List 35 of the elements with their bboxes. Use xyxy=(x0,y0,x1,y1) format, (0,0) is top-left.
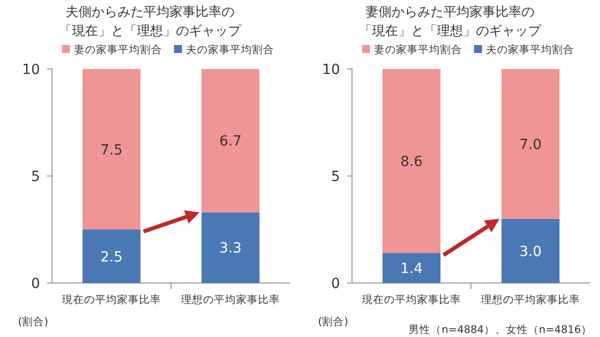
bar xyxy=(382,69,440,254)
chart-title: 夫側からみた平均家事比率の「現在」と「理想」のギャップ xyxy=(59,4,242,39)
y-tick-label: 0 xyxy=(331,276,340,292)
data-label: 8.6 xyxy=(400,154,423,170)
data-label: 6.7 xyxy=(219,134,242,150)
text: 男性（n=4884）、女性（n=4816） xyxy=(408,324,592,336)
bar xyxy=(382,253,440,283)
y-tick-label: 5 xyxy=(331,169,340,185)
data-label: 3.0 xyxy=(519,244,542,260)
bar xyxy=(202,212,260,283)
data-label: 2.5 xyxy=(100,249,123,266)
x-tick-label: 現在の平均家事比率 xyxy=(362,293,461,306)
y-tick-label: 10 xyxy=(322,62,340,78)
data-label: 1.4 xyxy=(400,261,423,278)
bar xyxy=(82,69,140,230)
bar xyxy=(202,69,260,212)
legend-label: 夫の家事平均割合 xyxy=(486,43,574,56)
bar xyxy=(502,218,560,283)
x-tick-label: 理想の平均家事比率 xyxy=(481,293,580,306)
x-tick-label: 理想の平均家事比率 xyxy=(181,293,280,306)
x-tick-label: 現在の平均家事比率 xyxy=(62,293,161,306)
chart-title: 妻側からみた平均家事比率の「現在」と「理想」のギャップ xyxy=(359,4,542,39)
bar xyxy=(502,69,560,219)
y-tick-label: 0 xyxy=(31,276,40,292)
legend-label: 妻の家事平均割合 xyxy=(74,43,162,56)
y-tick-label: 10 xyxy=(22,62,40,78)
data-label: 7.5 xyxy=(100,142,123,158)
data-label: 7.0 xyxy=(519,136,542,153)
text: (割合) xyxy=(18,315,48,328)
data-label: 3.3 xyxy=(219,240,242,257)
text: (割合) xyxy=(318,315,348,328)
legend-label: 妻の家事平均割合 xyxy=(374,43,462,56)
y-tick-label: 5 xyxy=(31,169,40,185)
bar xyxy=(82,230,140,283)
legend-label: 夫の家事平均割合 xyxy=(186,43,274,56)
